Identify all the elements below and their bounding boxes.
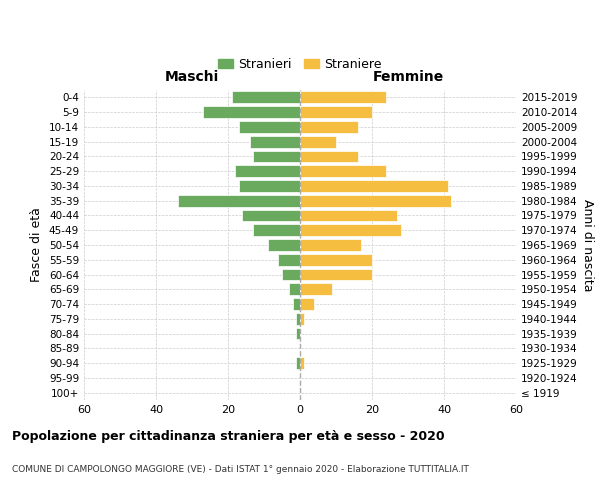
Bar [300, 254, 372, 266]
Y-axis label: Anni di nascita: Anni di nascita [581, 198, 594, 291]
Bar [300, 92, 386, 104]
Bar [289, 284, 300, 295]
Bar [296, 357, 300, 369]
Bar [300, 210, 397, 222]
Bar [296, 328, 300, 340]
Bar [250, 136, 300, 147]
Bar [235, 166, 300, 177]
Bar [253, 150, 300, 162]
Bar [300, 180, 448, 192]
Text: Femmine: Femmine [373, 70, 443, 84]
Bar [300, 313, 304, 324]
Bar [300, 121, 358, 133]
Bar [300, 195, 451, 206]
Bar [242, 210, 300, 222]
Bar [300, 284, 332, 295]
Bar [300, 106, 372, 118]
Bar [300, 239, 361, 251]
Bar [293, 298, 300, 310]
Bar [232, 92, 300, 104]
Bar [300, 357, 304, 369]
Bar [282, 268, 300, 280]
Bar [268, 239, 300, 251]
Bar [300, 150, 358, 162]
Text: Popolazione per cittadinanza straniera per età e sesso - 2020: Popolazione per cittadinanza straniera p… [12, 430, 445, 443]
Text: Maschi: Maschi [165, 70, 219, 84]
Bar [178, 195, 300, 206]
Bar [300, 224, 401, 236]
Legend: Stranieri, Straniere: Stranieri, Straniere [213, 53, 387, 76]
Bar [203, 106, 300, 118]
Bar [239, 121, 300, 133]
Text: COMUNE DI CAMPOLONGO MAGGIORE (VE) - Dati ISTAT 1° gennaio 2020 - Elaborazione T: COMUNE DI CAMPOLONGO MAGGIORE (VE) - Dat… [12, 465, 469, 474]
Bar [300, 136, 336, 147]
Bar [296, 313, 300, 324]
Bar [300, 298, 314, 310]
Bar [300, 268, 372, 280]
Bar [239, 180, 300, 192]
Bar [278, 254, 300, 266]
Y-axis label: Fasce di età: Fasce di età [31, 208, 43, 282]
Bar [300, 166, 386, 177]
Bar [253, 224, 300, 236]
